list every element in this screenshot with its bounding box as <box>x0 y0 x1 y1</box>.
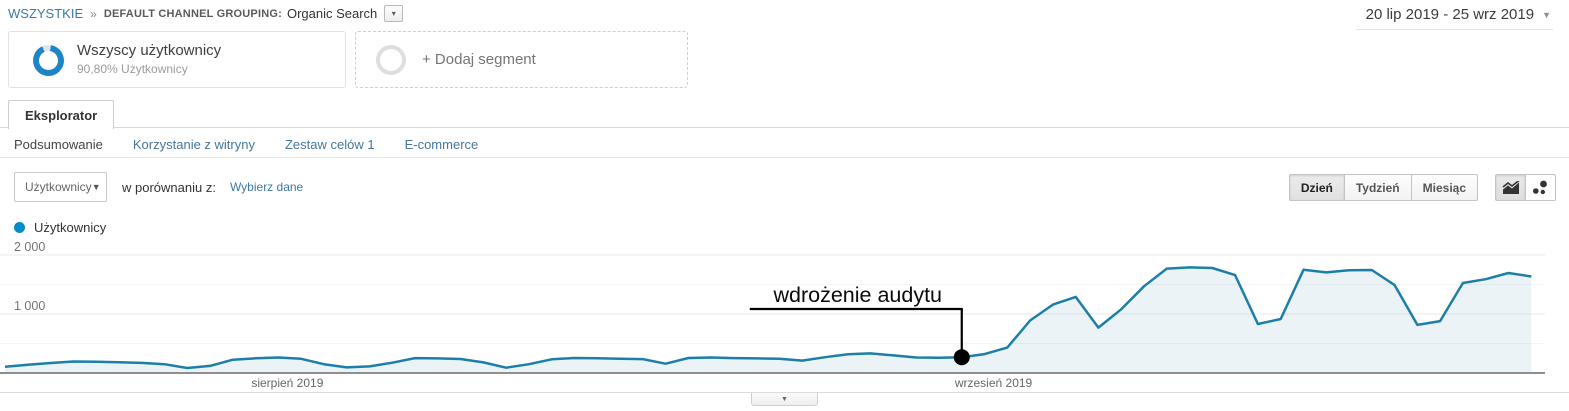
subtab-zestaw-celow-1[interactable]: Zestaw celów 1 <box>284 137 375 152</box>
empty-circle-icon <box>376 45 406 75</box>
legend-dot-icon <box>14 222 25 233</box>
subtab-bar: Podsumowanie Korzystanie z witryny Zesta… <box>14 137 478 152</box>
breadcrumb-group-label: DEFAULT CHANNEL GROUPING: <box>103 7 282 20</box>
breadcrumb-separator: » <box>90 6 97 21</box>
date-range-selector[interactable]: 20 lip 2019 - 25 wrz 2019 ▼ <box>1355 6 1553 30</box>
metric-controls: Użytkownicy ▼ w porównaniu z: Wybierz da… <box>14 172 303 202</box>
metric-select-value: Użytkownicy <box>25 180 92 194</box>
tab-bottom-border <box>0 127 1569 128</box>
granularity-month-button[interactable]: Miesiąc <box>1410 174 1478 201</box>
series-line <box>4 266 1532 370</box>
subtab-e-commerce[interactable]: E-commerce <box>404 137 479 152</box>
chevron-down-icon: ▼ <box>1542 9 1551 20</box>
segment-title: Wszyscy użytkownicy <box>77 42 222 59</box>
breadcrumb-all-link[interactable]: WSZYSTKIE <box>8 6 84 21</box>
line-chart-type-button[interactable] <box>1495 174 1526 201</box>
legend-label: Użytkownicy <box>34 220 107 235</box>
y-axis-tick-label: 2 000 <box>14 240 45 254</box>
subtab-divider <box>0 157 1569 158</box>
annotation-text: wdrożenie audytu <box>772 283 942 307</box>
breadcrumb-group-value: Organic Search <box>286 6 378 21</box>
compare-label: w porównaniu z: <box>122 179 216 195</box>
date-range-text: 20 lip 2019 - 25 wrz 2019 <box>1365 6 1535 23</box>
x-axis-month-label: wrzesień 2019 <box>954 376 1033 390</box>
compare-select-link[interactable]: Wybierz dane <box>229 180 304 194</box>
chart-canvas: 2 000 1 000 sierpień 2019 wrzesień 2019 wdro… <box>0 240 1569 393</box>
area-chart-icon <box>1502 180 1519 194</box>
breadcrumb: WSZYSTKIE » DEFAULT CHANNEL GROUPING: Or… <box>8 5 404 22</box>
chart-type-button-group <box>1495 174 1556 201</box>
y-axis-tick-label: 1 000 <box>14 299 45 313</box>
granularity-week-button[interactable]: Tydzień <box>1343 174 1412 201</box>
add-segment-button[interactable]: + Dodaj segment <box>355 31 688 88</box>
chevron-down-icon: ▾ <box>391 9 396 18</box>
segment-subtitle: 90,80% Użytkownicy <box>77 62 188 76</box>
metric-select-dropdown[interactable]: Użytkownicy ▼ <box>14 172 107 202</box>
x-axis-month-label: sierpień 2019 <box>251 376 323 390</box>
users-timeseries-chart: 2 000 1 000 sierpień 2019 wrzesień 2019 wdro… <box>0 230 1569 393</box>
chart-collapse-handle[interactable]: ▼ <box>751 393 818 406</box>
chart-legend: Użytkownicy <box>14 220 106 235</box>
chevron-down-icon: ▼ <box>91 182 101 192</box>
motion-chart-type-button[interactable] <box>1525 174 1556 201</box>
subtab-podsumowanie[interactable]: Podsumowanie <box>14 137 103 152</box>
channel-grouping-dropdown-button[interactable]: ▾ <box>384 5 404 22</box>
segment-card-all-users[interactable]: Wszyscy użytkownicy 90,80% Użytkownicy <box>8 31 346 88</box>
tab-eksplorator[interactable]: Eksplorator <box>8 100 115 129</box>
subtab-korzystanie-z-witryny[interactable]: Korzystanie z witryny <box>132 137 255 152</box>
segment-donut-icon <box>33 45 64 76</box>
add-segment-label: + Dodaj segment <box>422 51 536 68</box>
granularity-button-group: Dzień Tydzień Miesiąc <box>1288 174 1478 201</box>
granularity-day-button[interactable]: Dzień <box>1288 174 1345 201</box>
series-area-fill <box>5 267 1532 373</box>
motion-chart-icon <box>1533 180 1547 195</box>
annotation-dot <box>953 349 970 366</box>
chevron-down-icon: ▼ <box>781 395 788 403</box>
